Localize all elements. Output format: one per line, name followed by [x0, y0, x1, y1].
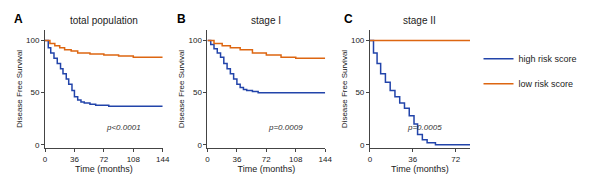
svg-text:Disease Free Survival: Disease Free Survival: [340, 50, 349, 128]
svg-text:0: 0: [43, 155, 48, 164]
svg-text:72: 72: [451, 155, 460, 164]
svg-text:low risk score: low risk score: [519, 79, 574, 89]
svg-text:A: A: [14, 12, 23, 26]
svg-text:Disease Free Survival: Disease Free Survival: [15, 50, 24, 128]
svg-text:0: 0: [360, 141, 365, 150]
svg-text:p=0.0005: p=0.0005: [407, 123, 442, 132]
svg-text:0: 0: [197, 141, 202, 150]
svg-text:0: 0: [205, 155, 210, 164]
svg-text:100: 100: [26, 36, 40, 45]
svg-text:Disease Free Survival: Disease Free Survival: [177, 50, 186, 128]
svg-text:p<0.0001: p<0.0001: [106, 123, 141, 132]
svg-text:72: 72: [99, 155, 108, 164]
svg-text:Time (months): Time (months): [75, 164, 133, 174]
svg-text:36: 36: [408, 155, 417, 164]
svg-text:50: 50: [193, 88, 202, 97]
svg-text:total population: total population: [70, 15, 138, 26]
svg-text:Time (months): Time (months): [237, 164, 295, 174]
svg-text:108: 108: [289, 155, 303, 164]
svg-text:high risk score: high risk score: [519, 54, 577, 64]
svg-text:36: 36: [70, 155, 79, 164]
svg-text:100: 100: [351, 36, 365, 45]
svg-text:Time (months): Time (months): [391, 164, 449, 174]
svg-text:50: 50: [355, 88, 364, 97]
svg-text:C: C: [344, 12, 353, 26]
svg-text:stage I: stage I: [251, 15, 281, 26]
svg-text:108: 108: [127, 155, 141, 164]
svg-text:p=0.0009: p=0.0009: [268, 123, 303, 132]
svg-text:144: 144: [319, 155, 333, 164]
svg-text:36: 36: [232, 155, 241, 164]
svg-text:72: 72: [262, 155, 271, 164]
svg-text:100: 100: [189, 36, 203, 45]
svg-text:B: B: [177, 12, 186, 26]
svg-text:144: 144: [156, 155, 170, 164]
svg-text:0: 0: [35, 141, 40, 150]
svg-text:50: 50: [30, 88, 39, 97]
svg-text:0: 0: [368, 155, 373, 164]
svg-text:stage II: stage II: [403, 15, 436, 26]
